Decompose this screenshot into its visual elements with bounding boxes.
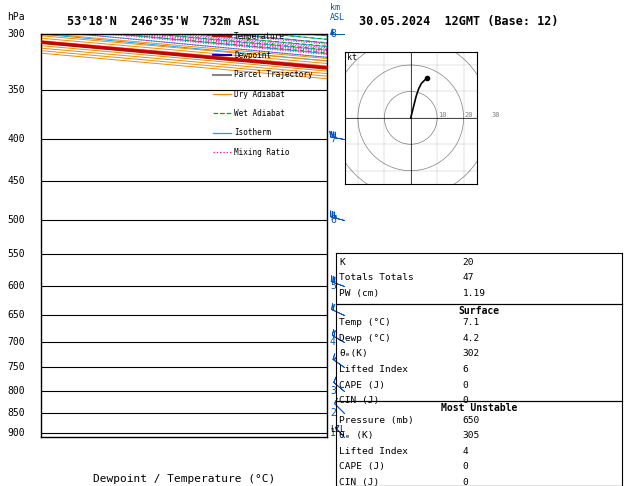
Text: 850: 850 bbox=[8, 408, 25, 417]
Text: 302: 302 bbox=[462, 349, 479, 359]
Text: 0: 0 bbox=[462, 381, 468, 390]
Text: 6: 6 bbox=[462, 365, 468, 374]
Text: CAPE (J): CAPE (J) bbox=[339, 462, 385, 471]
Text: Totals Totals: Totals Totals bbox=[339, 273, 414, 282]
Text: 700: 700 bbox=[8, 337, 25, 347]
Text: Temperature: Temperature bbox=[234, 32, 285, 40]
Text: 6: 6 bbox=[330, 215, 336, 225]
Text: 600: 600 bbox=[8, 281, 25, 291]
Text: 3: 3 bbox=[330, 385, 336, 396]
Text: 7.1: 7.1 bbox=[462, 318, 479, 328]
Text: CIN (J): CIN (J) bbox=[339, 396, 379, 405]
Text: Surface: Surface bbox=[459, 306, 499, 316]
Text: 8: 8 bbox=[330, 29, 336, 39]
Text: K: K bbox=[339, 258, 345, 267]
Text: kt: kt bbox=[347, 53, 357, 62]
Text: 4: 4 bbox=[462, 447, 468, 456]
Text: 300: 300 bbox=[8, 29, 25, 39]
Text: 650: 650 bbox=[462, 416, 479, 425]
Text: Temp (°C): Temp (°C) bbox=[339, 318, 391, 328]
Text: Isotherm: Isotherm bbox=[234, 128, 271, 138]
Text: 350: 350 bbox=[8, 85, 25, 95]
Text: 4.2: 4.2 bbox=[462, 334, 479, 343]
Text: 30: 30 bbox=[491, 111, 500, 118]
Text: 0: 0 bbox=[462, 478, 468, 486]
Text: 4: 4 bbox=[330, 337, 336, 347]
Text: 650: 650 bbox=[8, 310, 25, 320]
Text: Lifted Index: Lifted Index bbox=[339, 365, 408, 374]
Text: Lifted Index: Lifted Index bbox=[339, 447, 408, 456]
Text: Parcel Trajectory: Parcel Trajectory bbox=[234, 70, 313, 79]
Text: 10: 10 bbox=[438, 111, 447, 118]
Text: Wet Adiabat: Wet Adiabat bbox=[234, 109, 285, 118]
Text: 2: 2 bbox=[330, 408, 336, 417]
Text: hPa: hPa bbox=[8, 12, 25, 22]
Text: 900: 900 bbox=[8, 428, 25, 438]
Text: 1: 1 bbox=[330, 428, 336, 438]
Text: θₑ (K): θₑ (K) bbox=[339, 431, 374, 440]
Text: 5: 5 bbox=[330, 281, 336, 291]
Text: Most Unstable: Most Unstable bbox=[441, 403, 517, 414]
Text: 30.05.2024  12GMT (Base: 12): 30.05.2024 12GMT (Base: 12) bbox=[359, 15, 559, 28]
Text: 20: 20 bbox=[465, 111, 474, 118]
Text: Pressure (mb): Pressure (mb) bbox=[339, 416, 414, 425]
Text: 20: 20 bbox=[462, 258, 474, 267]
Text: 0: 0 bbox=[462, 462, 468, 471]
Text: 550: 550 bbox=[8, 249, 25, 260]
Text: CIN (J): CIN (J) bbox=[339, 478, 379, 486]
Text: 53°18'N  246°35'W  732m ASL: 53°18'N 246°35'W 732m ASL bbox=[67, 15, 260, 28]
Text: Dry Adiabat: Dry Adiabat bbox=[234, 89, 285, 99]
Text: 500: 500 bbox=[8, 215, 25, 225]
Text: PW (cm): PW (cm) bbox=[339, 289, 379, 298]
Text: 1.19: 1.19 bbox=[462, 289, 486, 298]
Text: LCL: LCL bbox=[330, 425, 345, 434]
Text: 47: 47 bbox=[462, 273, 474, 282]
Text: 0: 0 bbox=[462, 396, 468, 405]
Text: Mixing Ratio: Mixing Ratio bbox=[234, 148, 289, 156]
Text: 750: 750 bbox=[8, 362, 25, 372]
Text: CAPE (J): CAPE (J) bbox=[339, 381, 385, 390]
Text: Dewpoint / Temperature (°C): Dewpoint / Temperature (°C) bbox=[93, 474, 275, 484]
Text: 450: 450 bbox=[8, 176, 25, 187]
Text: 7: 7 bbox=[330, 134, 336, 143]
Text: Dewp (°C): Dewp (°C) bbox=[339, 334, 391, 343]
Text: 305: 305 bbox=[462, 431, 479, 440]
Text: Dewpoint: Dewpoint bbox=[234, 51, 271, 60]
Text: 800: 800 bbox=[8, 385, 25, 396]
Text: 400: 400 bbox=[8, 134, 25, 143]
Text: θₑ(K): θₑ(K) bbox=[339, 349, 368, 359]
Text: km
ASL: km ASL bbox=[330, 3, 345, 22]
